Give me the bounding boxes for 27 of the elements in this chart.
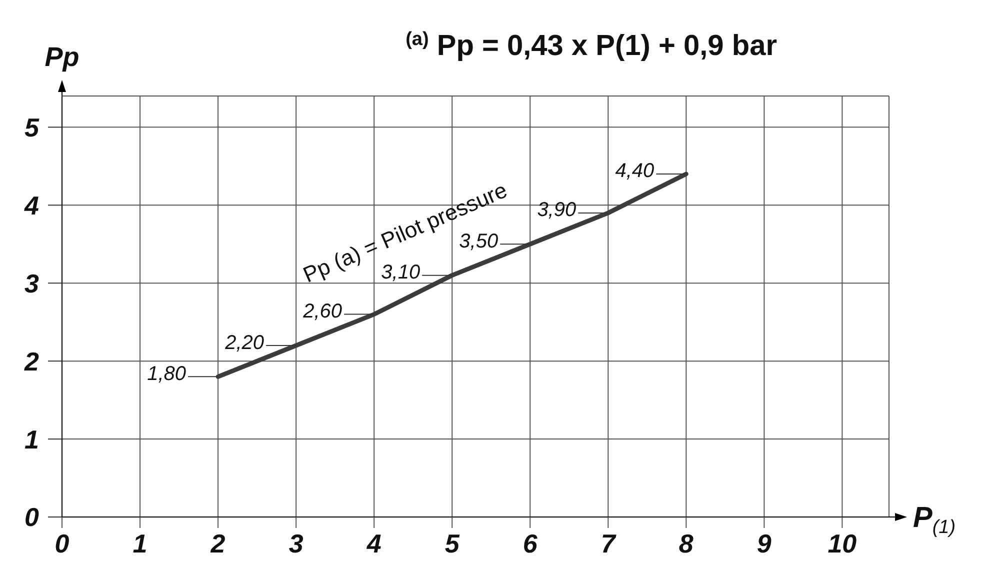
y-axis-title: Pp xyxy=(44,42,80,72)
data-label: 2,60 xyxy=(302,300,342,323)
chart-title: $^{(a)}$ Pp = 0,43 x P(1) + 0,9 bar xyxy=(406,28,777,62)
data-label: 3,50 xyxy=(459,230,498,252)
x-tick-label: 4 xyxy=(366,528,382,558)
y-tick-label: 3 xyxy=(24,268,40,298)
data-label: 1,80 xyxy=(147,362,186,385)
x-axis-title: P$_{(1)}$ xyxy=(913,502,956,538)
data-label: 4,40 xyxy=(615,160,654,182)
x-tick-label: 9 xyxy=(756,528,772,558)
x-tick-label: 6 xyxy=(522,528,538,558)
x-tick-label: 7 xyxy=(600,528,617,558)
y-tick-label: 4 xyxy=(24,190,40,220)
y-tick-label: 5 xyxy=(24,112,40,142)
y-tick-label: 2 xyxy=(24,346,40,376)
data-label: 2,20 xyxy=(224,332,264,354)
x-tick-label: 5 xyxy=(444,528,460,558)
x-tick-label: 3 xyxy=(288,528,304,558)
data-label: 3,90 xyxy=(537,199,576,222)
y-tick-label: 1 xyxy=(24,424,39,454)
x-tick-label: 1 xyxy=(132,528,148,558)
x-tick-label: 0 xyxy=(54,528,70,558)
y-tick-label: 0 xyxy=(24,502,40,532)
x-tick-label: 10 xyxy=(828,528,858,558)
x-tick-label: 2 xyxy=(210,528,226,558)
x-tick-label: 8 xyxy=(678,528,694,558)
data-label: 3,10 xyxy=(381,262,420,284)
